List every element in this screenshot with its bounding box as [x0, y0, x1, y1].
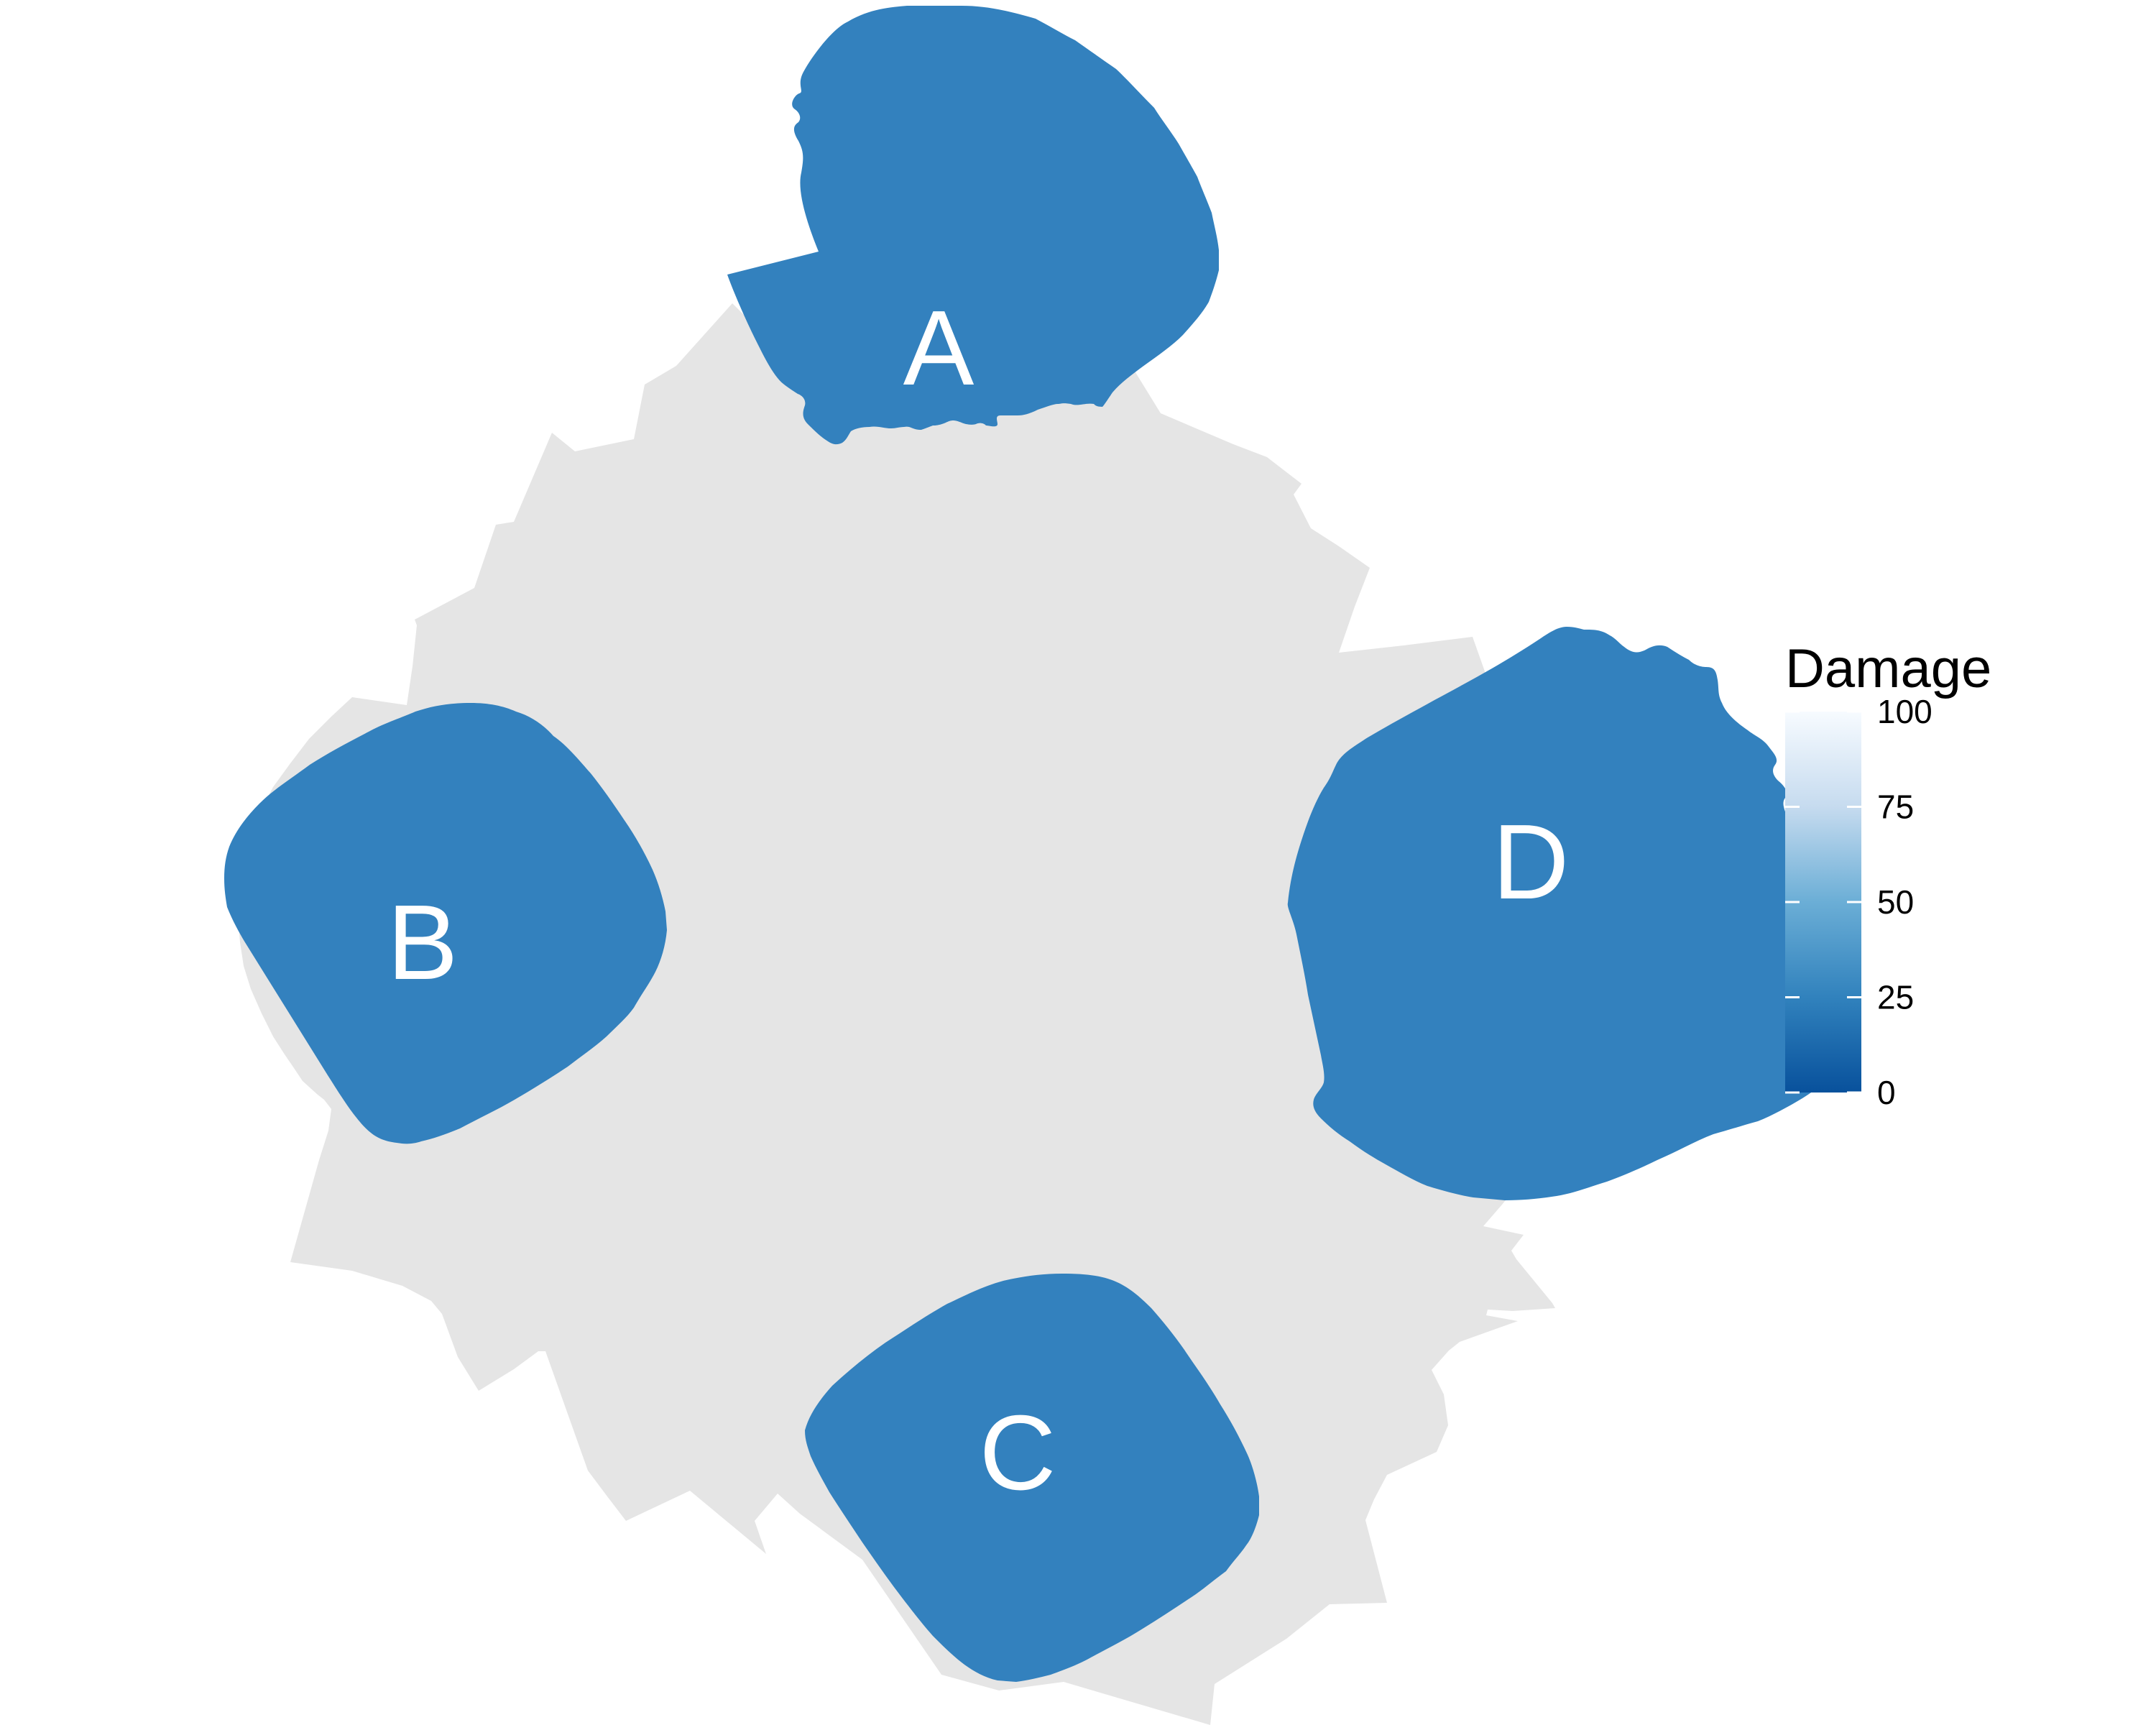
legend-ticks: 100 75 50 25 0 — [1785, 693, 1932, 1111]
legend: Damage 100 75 50 25 0 — [1785, 638, 1991, 1111]
legend-tick-label-100: 100 — [1877, 693, 1932, 730]
legend-tick-label-75: 75 — [1877, 788, 1914, 826]
region-d — [1287, 627, 1851, 1200]
region-label-c: C — [980, 1394, 1056, 1512]
region-b — [224, 703, 667, 1144]
legend-title: Damage — [1785, 638, 1991, 699]
legend-tick-label-25: 25 — [1877, 979, 1914, 1016]
region-label-a: A — [903, 289, 975, 408]
region-c — [805, 1274, 1259, 1682]
region-label-d: D — [1493, 803, 1570, 921]
region-label-b: B — [387, 883, 459, 1002]
legend-tick-label-0: 0 — [1877, 1074, 1896, 1111]
base-shape — [238, 303, 1620, 1725]
legend-tick-label-50: 50 — [1877, 883, 1914, 921]
region-a — [727, 6, 1219, 445]
